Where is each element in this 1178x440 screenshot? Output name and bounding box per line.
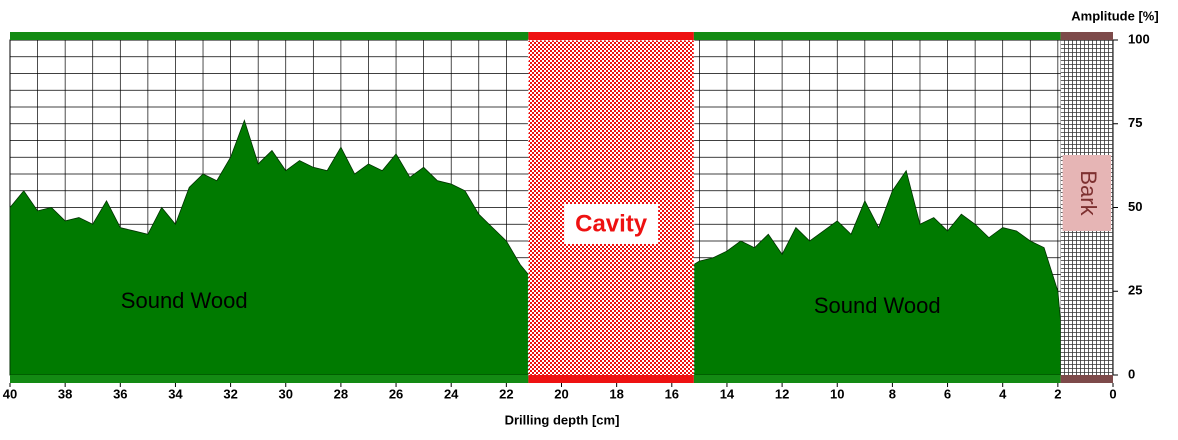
region-label: Sound Wood (121, 288, 248, 313)
y-axis-label: Amplitude [%] (1071, 8, 1158, 23)
x-tick-label: 16 (665, 386, 679, 401)
region-band-top (528, 32, 694, 40)
x-tick-label: 26 (389, 386, 403, 401)
region-band-bottom (528, 375, 694, 383)
region-band-bottom (10, 375, 529, 383)
x-tick-label: 34 (168, 386, 183, 401)
amplitude-area (9, 119, 1062, 376)
x-tick-label: 10 (830, 386, 844, 401)
x-tick-label: 4 (999, 386, 1007, 401)
region-band-bottom (693, 375, 1061, 383)
x-tick-label: 40 (3, 386, 17, 401)
x-tick-label: 28 (334, 386, 348, 401)
x-tick-label: 6 (944, 386, 951, 401)
x-tick-label: 18 (609, 386, 623, 401)
y-tick-label: 0 (1128, 366, 1135, 381)
x-tick-label: 2 (1054, 386, 1061, 401)
x-tick-label: 12 (775, 386, 789, 401)
y-tick-label: 100 (1128, 31, 1150, 46)
x-axis-label: Drilling depth [cm] (505, 412, 620, 427)
region-band-bottom (1060, 375, 1113, 383)
region-band-top (1060, 32, 1113, 40)
y-tick-label: 25 (1128, 283, 1142, 298)
region-band-top (10, 32, 529, 40)
x-tick-label: 8 (889, 386, 896, 401)
x-tick-label: 30 (279, 386, 293, 401)
y-tick-label: 75 (1128, 115, 1142, 130)
region-band-top (693, 32, 1061, 40)
y-tick-label: 50 (1128, 199, 1142, 214)
x-tick-label: 20 (554, 386, 568, 401)
region-label: Sound Wood (814, 293, 941, 318)
region-label-box (1062, 155, 1111, 231)
x-tick-label: 14 (720, 386, 735, 401)
region-label: Bark (1076, 170, 1101, 216)
x-tick-label: 38 (58, 386, 72, 401)
x-tick-label: 0 (1109, 386, 1116, 401)
x-tick-label: 32 (223, 386, 237, 401)
x-tick-label: 24 (444, 386, 459, 401)
region-label-box (564, 204, 659, 244)
x-tick-label: 36 (113, 386, 127, 401)
x-tick-label: 22 (499, 386, 513, 401)
region-label: Cavity (575, 210, 648, 237)
